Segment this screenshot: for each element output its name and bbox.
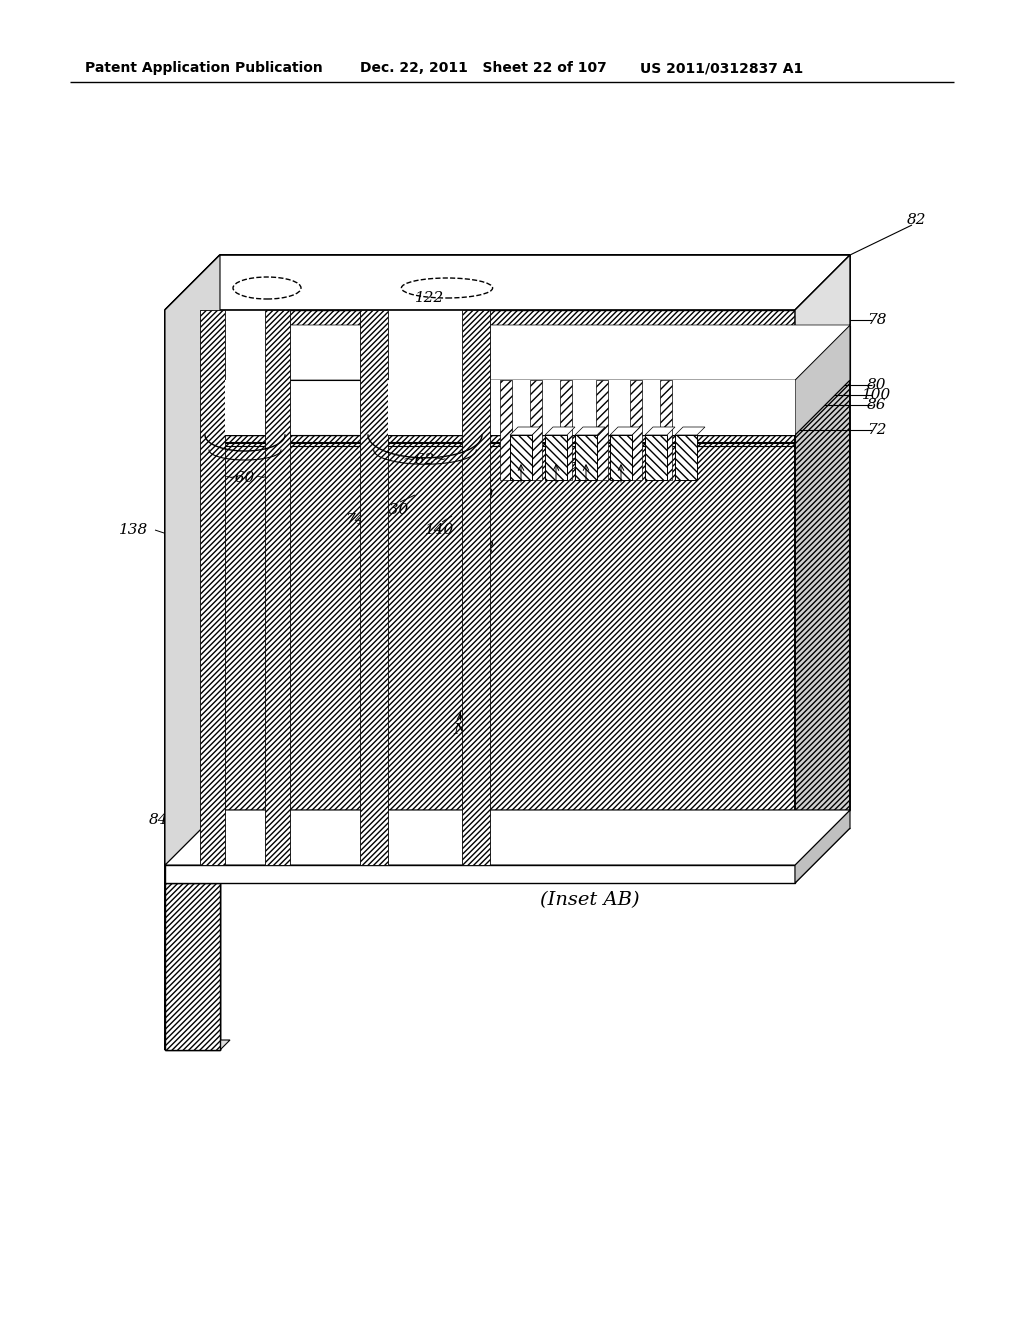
Text: 86: 86 (867, 399, 887, 412)
Text: ⁄: ⁄ (176, 799, 179, 817)
Polygon shape (575, 436, 597, 480)
Text: Patent Application Publication: Patent Application Publication (85, 61, 323, 75)
Text: 82: 82 (907, 213, 927, 227)
Polygon shape (660, 380, 672, 480)
Polygon shape (165, 436, 795, 865)
Text: 80: 80 (867, 378, 887, 392)
Text: 131: 131 (560, 458, 590, 473)
Polygon shape (165, 380, 795, 436)
Text: ⁄: ⁄ (184, 799, 187, 817)
Text: Dec. 22, 2011   Sheet 22 of 107: Dec. 22, 2011 Sheet 22 of 107 (360, 61, 607, 75)
Text: 140: 140 (425, 523, 455, 537)
Polygon shape (795, 325, 850, 436)
Text: 72: 72 (867, 422, 887, 437)
Text: 138: 138 (119, 523, 148, 537)
Polygon shape (265, 310, 290, 865)
Text: 130: 130 (380, 503, 410, 517)
Polygon shape (545, 426, 575, 436)
Polygon shape (200, 310, 225, 865)
Text: FIG. 29: FIG. 29 (546, 854, 635, 876)
Polygon shape (388, 380, 462, 436)
Polygon shape (795, 255, 850, 380)
Text: ~60~: ~60~ (222, 471, 267, 484)
Polygon shape (575, 426, 605, 436)
Polygon shape (596, 380, 608, 480)
Polygon shape (165, 810, 850, 865)
Polygon shape (388, 310, 462, 380)
Polygon shape (165, 310, 795, 380)
Polygon shape (530, 380, 542, 480)
Text: 78: 78 (867, 313, 887, 327)
Polygon shape (462, 310, 490, 865)
Polygon shape (165, 1040, 230, 1049)
Polygon shape (610, 426, 640, 436)
Polygon shape (360, 310, 388, 865)
Polygon shape (165, 883, 220, 1049)
Polygon shape (795, 380, 850, 865)
Text: 130: 130 (465, 488, 495, 502)
Polygon shape (645, 426, 675, 436)
Text: 122: 122 (210, 352, 240, 367)
Polygon shape (675, 426, 705, 436)
Polygon shape (165, 255, 220, 865)
Polygon shape (165, 325, 850, 380)
Polygon shape (500, 380, 512, 480)
Text: ~62~: ~62~ (402, 453, 447, 467)
Text: (Inset AB): (Inset AB) (541, 891, 640, 909)
Polygon shape (165, 380, 850, 436)
Polygon shape (645, 436, 667, 480)
Text: 84: 84 (148, 813, 168, 828)
Polygon shape (630, 380, 642, 480)
Polygon shape (490, 380, 795, 436)
Polygon shape (510, 436, 532, 480)
Polygon shape (610, 436, 632, 480)
Polygon shape (165, 865, 795, 883)
Text: US 2011/0312837 A1: US 2011/0312837 A1 (640, 61, 803, 75)
Polygon shape (225, 380, 265, 436)
Text: 74: 74 (345, 513, 365, 527)
Text: 100: 100 (862, 388, 892, 403)
Polygon shape (165, 883, 220, 1049)
Polygon shape (510, 426, 540, 436)
Text: N: N (454, 723, 467, 737)
Text: 122: 122 (416, 290, 444, 305)
Polygon shape (225, 310, 265, 380)
Polygon shape (545, 436, 567, 480)
Polygon shape (560, 380, 572, 480)
Text: 212: 212 (465, 541, 495, 554)
Polygon shape (165, 255, 850, 310)
Polygon shape (795, 810, 850, 883)
Polygon shape (675, 436, 697, 480)
